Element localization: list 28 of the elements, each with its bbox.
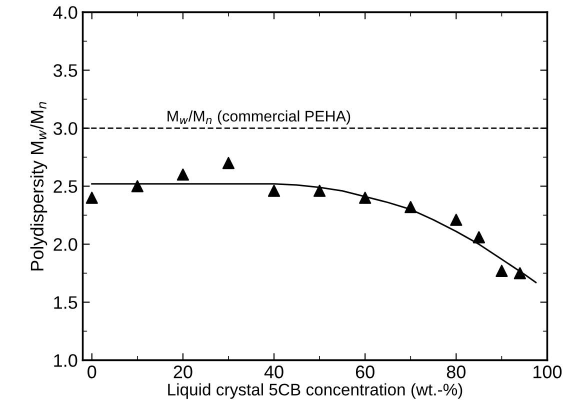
point [472,231,486,244]
point [176,168,190,181]
point [313,184,326,197]
x-axis-title: Liquid crystal 5CB concentration (wt.-%) [168,383,462,399]
point [86,192,98,204]
x-tick-label: 60 [356,366,374,378]
ref-line-label: M$_{w}$/M$_{n}$ (commercial PEHA) [168,110,350,125]
point [222,156,235,170]
y-tick-label: 2.5 [54,180,78,193]
y-tick-label: 2.0 [54,238,78,251]
y-tick-label: 3.5 [53,64,78,77]
y-tick-label: 3.0 [53,122,78,135]
point [514,267,526,280]
point [131,180,144,192]
x-tick-label: 100 [534,366,562,378]
point [359,192,372,204]
point [450,214,462,226]
y-tick-label: 1.5 [54,296,78,309]
y-axis-title: Polydispersity M$_{w}$/M$_{n}$ [30,102,48,270]
point [496,264,508,277]
x-tick-label: 80 [446,366,466,378]
point [404,201,417,214]
x-tick-label: 0 [88,366,96,378]
y-tick-label: 1.0 [54,354,78,367]
y-tick-label: 4.0 [53,6,78,19]
point [268,184,280,197]
x-tick-label: 40 [264,366,284,378]
x-tick-label: 20 [174,366,192,378]
